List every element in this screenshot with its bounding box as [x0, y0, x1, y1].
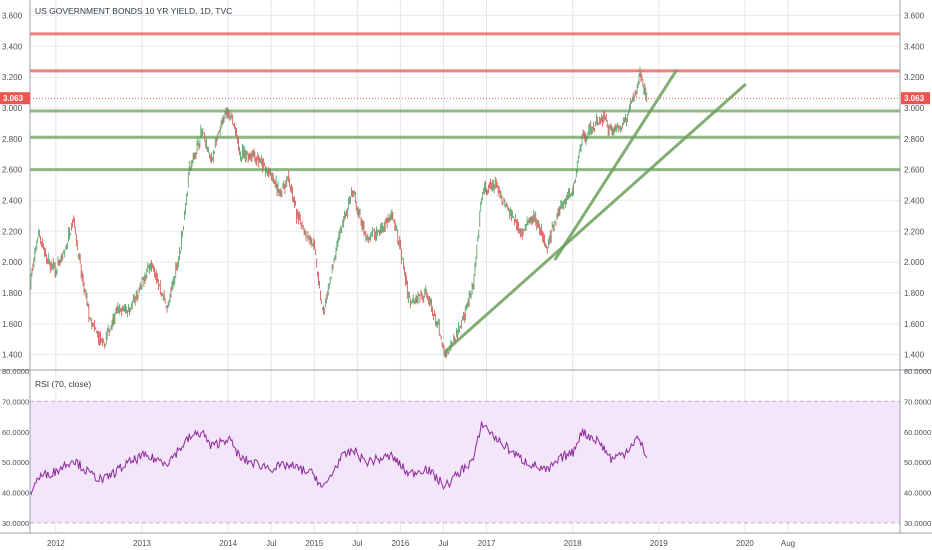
- grid: [30, 0, 900, 532]
- price-y-tick-label-left: 1.600: [2, 320, 23, 329]
- price-y-tick-label-right: 2.400: [904, 196, 925, 205]
- x-tick-label: 2015: [305, 539, 323, 548]
- last-price-label-left: 3.063: [3, 94, 24, 103]
- price-y-tick-label-left: 2.000: [2, 258, 23, 267]
- x-tick-label: 2019: [650, 539, 668, 548]
- price-y-tick-label-left: 3.200: [2, 73, 23, 82]
- price-y-tick-label-left: 2.400: [2, 196, 23, 205]
- price-y-tick-label-right: 2.600: [904, 166, 925, 175]
- price-y-tick-label-left: 2.800: [2, 135, 23, 144]
- last-price-badge-left: [0, 92, 30, 105]
- x-tick-label: Jul: [352, 539, 362, 548]
- rsi-band-fill: [30, 401, 900, 523]
- x-tick-label: 2013: [133, 539, 151, 548]
- rsi-line: [29, 421, 648, 496]
- x-tick-label: 2020: [736, 539, 754, 548]
- price-series: [29, 66, 648, 359]
- rsi-y-tick-label-right: 50.0000: [904, 458, 931, 467]
- price-y-tick-label-left: 2.200: [2, 227, 23, 236]
- price-y-tick-label-left: 1.400: [2, 351, 23, 360]
- price-y-tick-label-left: 3.400: [2, 42, 23, 51]
- price-y-tick-label-left: 3.600: [2, 11, 23, 20]
- price-y-tick-label-right: 1.600: [904, 320, 925, 329]
- rsi-y-tick-label-left: 40.0000: [2, 489, 29, 498]
- price-y-tick-label-right: 3.200: [904, 73, 925, 82]
- last-price-label-right: 3.063: [904, 94, 925, 103]
- price-y-tick-label-right: 1.400: [904, 351, 925, 360]
- x-tick-label: 2016: [391, 539, 409, 548]
- x-tick-label: 2014: [219, 539, 237, 548]
- rsi-y-tick-label-right: 30.0000: [904, 519, 931, 528]
- x-tick-label: 2012: [47, 539, 65, 548]
- rsi-y-tick-label-right: 60.0000: [904, 428, 931, 437]
- rsi-y-tick-label-left: 60.0000: [2, 428, 29, 437]
- price-title: US GOVERNMENT BONDS 10 YR YIELD, 1D, TVC: [35, 6, 232, 16]
- price-y-tick-label-right: 1.800: [904, 289, 925, 298]
- trend-lines: [443, 69, 747, 353]
- x-tick-label: Aug: [781, 539, 795, 548]
- rsi-y-tick-label-right: 80.0000: [904, 367, 931, 376]
- price-y-tick-label-right: 2.800: [904, 135, 925, 144]
- x-tick-label: 2017: [478, 539, 496, 548]
- x-tick-label: Jul: [438, 539, 448, 548]
- horizontal-levels: [30, 32, 900, 172]
- price-y-tick-label-left: 3.000: [2, 104, 23, 113]
- price-y-tick-label-right: 2.000: [904, 258, 925, 267]
- rsi-y-tick-label-left: 50.0000: [2, 458, 29, 467]
- x-tick-label: 2018: [564, 539, 582, 548]
- price-y-tick-label-right: 3.400: [904, 42, 925, 51]
- rsi-y-tick-label-left: 70.0000: [2, 397, 29, 406]
- trend-line: [443, 83, 747, 353]
- last-price-badge-right: [901, 92, 930, 105]
- price-y-tick-label-right: 2.200: [904, 227, 925, 236]
- rsi-title: RSI (70, close): [35, 379, 91, 389]
- price-y-tick-label-right: 3.600: [904, 11, 925, 20]
- x-tick-label: Jul: [266, 539, 276, 548]
- rsi-y-tick-label-right: 70.0000: [904, 397, 931, 406]
- rsi-band: [30, 400, 900, 524]
- price-y-tick-label-left: 1.800: [2, 289, 23, 298]
- rsi-y-tick-label-left: 30.0000: [2, 519, 29, 528]
- price-y-tick-label-left: 2.600: [2, 166, 23, 175]
- rsi-y-tick-label-right: 40.0000: [904, 489, 931, 498]
- price-y-tick-label-right: 3.000: [904, 104, 925, 113]
- trend-line: [553, 69, 678, 261]
- rsi-series: [29, 421, 648, 496]
- rsi-y-tick-label-left: 80.0000: [2, 367, 29, 376]
